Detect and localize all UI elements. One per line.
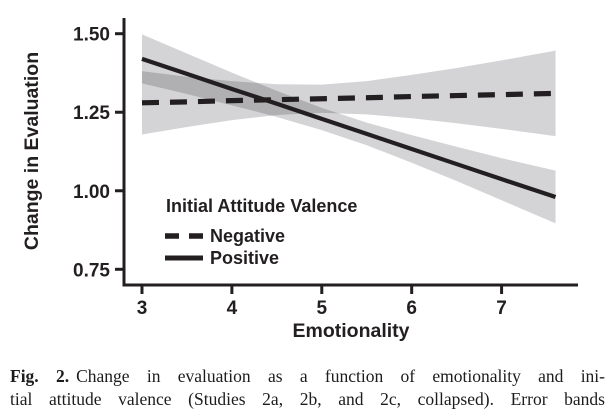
x-tick-label: 3 [137,298,148,319]
caption-line-1-text: Change in evaluation as a function of em… [76,366,605,386]
y-tick-label: 1.50 [73,25,110,46]
x-tick-label: 7 [496,298,507,319]
caption-line-2-text: tial attitude valence (Studies 2a, 2b, a… [10,388,605,409]
axes [122,18,578,287]
x-tick-label: 4 [227,298,238,319]
legend-item-negative: Negative [210,226,285,246]
series-line-positive [141,56,557,200]
confidence-band-negative [141,50,556,137]
x-tick-label: 5 [316,298,327,319]
legend-title: Initial Attitude Valence [166,196,357,216]
y-tick-label: 1.25 [73,103,110,124]
y-axis-label: Change in Evaluation [21,52,43,250]
y-tick-label: 1.00 [73,182,110,203]
y-tick-label: 0.75 [73,260,110,281]
line-chart: 3 4 5 6 7 0.75 1.00 1.25 1.50 Emotionality Chang… [21,18,578,342]
axis-ticks: 3 4 5 6 7 0.75 1.00 1.25 1.50 [73,25,507,319]
axis-spines [122,18,578,287]
caption-label: Fig. 2. [10,366,70,386]
caption-line-2: tial attitude valence (Studies 2a, 2b, a… [10,388,605,411]
caption-line-1: Fig. 2. Change in evaluation as a functio… [10,365,605,388]
x-tick-label: 6 [406,298,417,319]
series-line-negative [141,90,556,106]
legend-item-positive: Positive [210,248,279,268]
legend: Initial Attitude Valence Negative Positi… [165,196,357,268]
series-lines [141,56,557,200]
x-axis-label: Emotionality [292,320,409,342]
figure-caption: Fig. 2. Change in evaluation as a functio… [10,365,605,410]
